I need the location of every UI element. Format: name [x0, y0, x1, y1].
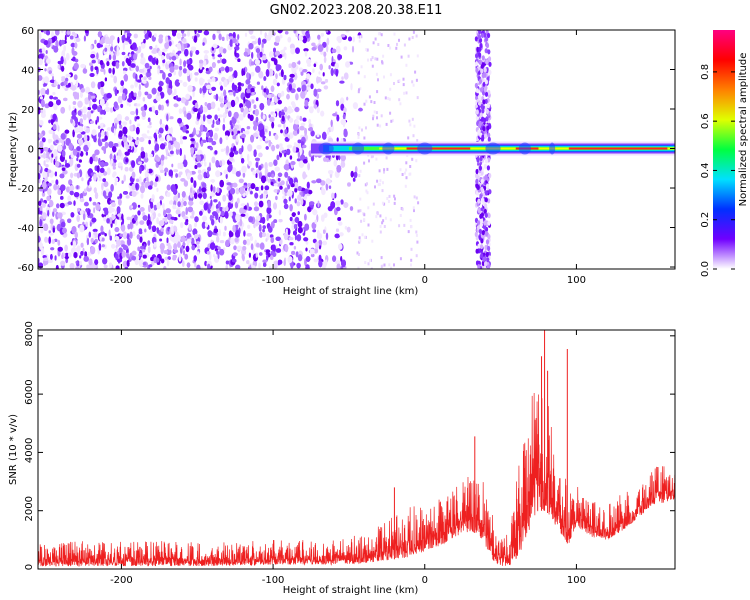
carrier-red [406, 147, 471, 150]
colorbar-tick-label: 0.0 [700, 261, 711, 277]
colorbar: 0.0 0.2 0.4 0.6 0.8 Normalized spectral ampli… [700, 30, 749, 277]
y-tick-label: 2000 [24, 496, 35, 521]
y-tick-label: -60 [18, 263, 34, 274]
spectrogram-frame [37, 29, 676, 270]
x-axis-title: Height of straight line (km) [283, 585, 419, 596]
x-tick-label: 0 [422, 275, 428, 286]
colorbar-label: Normalized spectral amplitude [738, 53, 749, 207]
carrier-wiggle [549, 142, 556, 155]
snr-line [38, 393, 675, 567]
carrier-wiggle [518, 142, 531, 155]
x-tick-label: 100 [567, 275, 586, 286]
colorbar-tick-label: 0.6 [700, 113, 711, 129]
x-tick-label: 100 [567, 575, 586, 586]
y-tick-label: -20 [18, 184, 34, 195]
y-tick-label: 0 [28, 145, 34, 156]
x-tick-label: -200 [110, 575, 133, 586]
carrier-red [568, 147, 668, 150]
figure-title: GN02.2023.208.20.38.E11 [270, 3, 443, 18]
y-tick-label: 40 [21, 66, 34, 77]
y-tick-label: 8000 [24, 321, 35, 346]
colorbar-tick-label: 0.4 [700, 162, 711, 178]
carrier-wiggle [382, 142, 395, 155]
colorbar-gradient [713, 30, 735, 269]
colorbar-tick-label: 0.2 [700, 212, 711, 228]
carrier-wiggle [485, 142, 501, 155]
spectrogram-cells [38, 30, 675, 269]
y-axis-title: SNR (10 * v/v) [8, 414, 19, 485]
y-tick-label: 20 [21, 105, 34, 116]
y-tick-label: -40 [18, 224, 34, 235]
y-tick-label: 0 [24, 564, 35, 570]
x-axis-title: Height of straight line (km) [283, 286, 419, 297]
x-tick-label: -100 [262, 275, 285, 286]
y-tick-label: 60 [21, 26, 34, 37]
carrier-wiggle [318, 142, 334, 155]
snr-series [38, 330, 675, 567]
x-tick-label: -200 [110, 275, 133, 286]
x-tick-label: 0 [422, 575, 428, 586]
y-tick-label: 4000 [24, 438, 35, 463]
y-axis-title: Frequency (Hz) [8, 112, 19, 188]
y-tick-label: 6000 [24, 379, 35, 404]
snr-frame [37, 329, 676, 570]
carrier-wiggle [351, 142, 365, 155]
carrier-wiggle [417, 142, 433, 155]
x-tick-label: -100 [262, 575, 285, 586]
colorbar-tick-label: 0.8 [700, 64, 711, 80]
